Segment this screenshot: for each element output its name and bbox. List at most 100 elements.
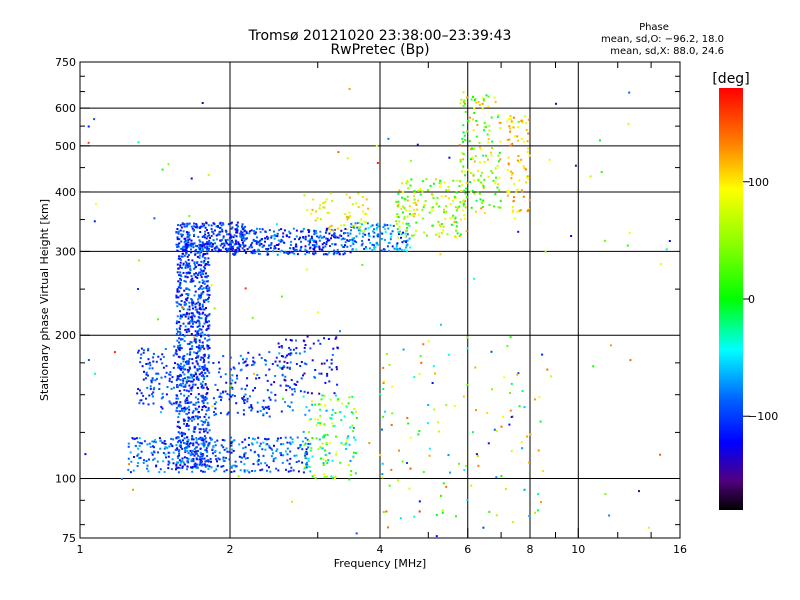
echo-point bbox=[207, 345, 210, 347]
echo-point bbox=[213, 403, 216, 405]
echo-point bbox=[172, 451, 175, 454]
echo-point bbox=[339, 330, 341, 333]
echo-point bbox=[354, 472, 357, 475]
echo-point bbox=[202, 308, 205, 311]
echo-point bbox=[196, 255, 199, 258]
echo-point bbox=[273, 444, 275, 447]
echo-point bbox=[471, 156, 474, 159]
echo-point bbox=[164, 453, 167, 456]
echo-point bbox=[487, 105, 490, 108]
echo-point bbox=[186, 457, 188, 460]
echo-point bbox=[346, 228, 349, 231]
echo-point bbox=[240, 230, 243, 233]
echo-point bbox=[190, 275, 193, 278]
echo-point bbox=[303, 346, 306, 349]
echo-point bbox=[185, 425, 188, 427]
echo-point bbox=[187, 315, 190, 318]
echo-point bbox=[314, 252, 317, 255]
echo-point bbox=[143, 440, 146, 443]
echo-point bbox=[430, 206, 433, 209]
echo-point bbox=[240, 239, 243, 242]
echo-point bbox=[185, 311, 188, 314]
echo-point bbox=[190, 458, 193, 461]
echo-point bbox=[497, 114, 500, 117]
echo-point bbox=[207, 468, 210, 470]
echo-point bbox=[511, 172, 514, 175]
echo-point bbox=[315, 241, 318, 243]
echo-point bbox=[474, 99, 476, 102]
echo-point bbox=[205, 286, 208, 288]
echo-point bbox=[191, 362, 194, 365]
echo-point bbox=[206, 346, 209, 349]
echo-point bbox=[541, 470, 544, 472]
echo-point bbox=[304, 452, 307, 455]
echo-point bbox=[195, 458, 198, 461]
echo-point bbox=[322, 202, 325, 205]
echo-point bbox=[189, 449, 192, 452]
echo-point bbox=[202, 269, 205, 272]
echo-point bbox=[349, 215, 352, 218]
echo-point bbox=[502, 415, 504, 418]
echo-point bbox=[151, 379, 154, 382]
echo-point bbox=[190, 466, 192, 469]
echo-point bbox=[340, 238, 343, 241]
echo-point bbox=[252, 356, 255, 359]
echo-point bbox=[259, 442, 262, 445]
echo-point bbox=[360, 223, 363, 226]
echo-point bbox=[361, 239, 364, 242]
echo-point bbox=[288, 405, 291, 408]
echo-point bbox=[286, 459, 289, 462]
echo-point bbox=[178, 303, 181, 306]
echo-point bbox=[189, 367, 191, 370]
echo-point bbox=[197, 378, 200, 381]
echo-point bbox=[266, 237, 269, 240]
echo-point bbox=[202, 443, 205, 446]
echo-point bbox=[245, 232, 248, 235]
echo-point bbox=[328, 228, 331, 231]
echo-point bbox=[203, 364, 206, 367]
echo-point bbox=[336, 383, 339, 386]
echo-point bbox=[280, 249, 283, 252]
echo-point bbox=[297, 470, 300, 473]
echo-point bbox=[470, 484, 473, 487]
echo-point bbox=[295, 383, 298, 386]
echo-point bbox=[574, 164, 577, 167]
echo-point bbox=[194, 371, 197, 374]
echo-point bbox=[220, 242, 223, 245]
echo-point bbox=[193, 273, 196, 276]
echo-point bbox=[225, 247, 228, 250]
echo-point bbox=[534, 511, 536, 514]
echo-point bbox=[209, 457, 212, 460]
echo-point bbox=[367, 207, 370, 210]
echo-point bbox=[236, 377, 239, 380]
echo-point bbox=[200, 317, 203, 320]
echo-point bbox=[308, 431, 310, 434]
echo-point bbox=[300, 377, 303, 380]
echo-point bbox=[421, 208, 424, 211]
echo-point bbox=[210, 235, 213, 237]
echo-point bbox=[242, 358, 244, 361]
echo-point bbox=[195, 450, 198, 453]
echo-point bbox=[334, 234, 337, 237]
echo-point bbox=[198, 313, 201, 316]
echo-point bbox=[170, 403, 173, 406]
echo-point bbox=[178, 347, 180, 350]
echo-point bbox=[346, 245, 349, 248]
echo-point bbox=[454, 216, 457, 219]
echo-point bbox=[521, 447, 524, 450]
echo-point bbox=[529, 433, 532, 436]
echo-point bbox=[184, 450, 187, 453]
echo-point bbox=[226, 242, 229, 245]
echo-point bbox=[230, 441, 233, 443]
echo-point bbox=[193, 418, 196, 421]
echo-point bbox=[211, 405, 214, 408]
echo-point bbox=[250, 409, 253, 412]
echo-point bbox=[192, 410, 195, 412]
echo-point bbox=[231, 221, 233, 224]
echo-point bbox=[206, 235, 209, 238]
echo-point bbox=[184, 368, 187, 371]
echo-point bbox=[472, 173, 475, 176]
echo-point bbox=[421, 180, 424, 183]
echo-point bbox=[517, 155, 520, 157]
